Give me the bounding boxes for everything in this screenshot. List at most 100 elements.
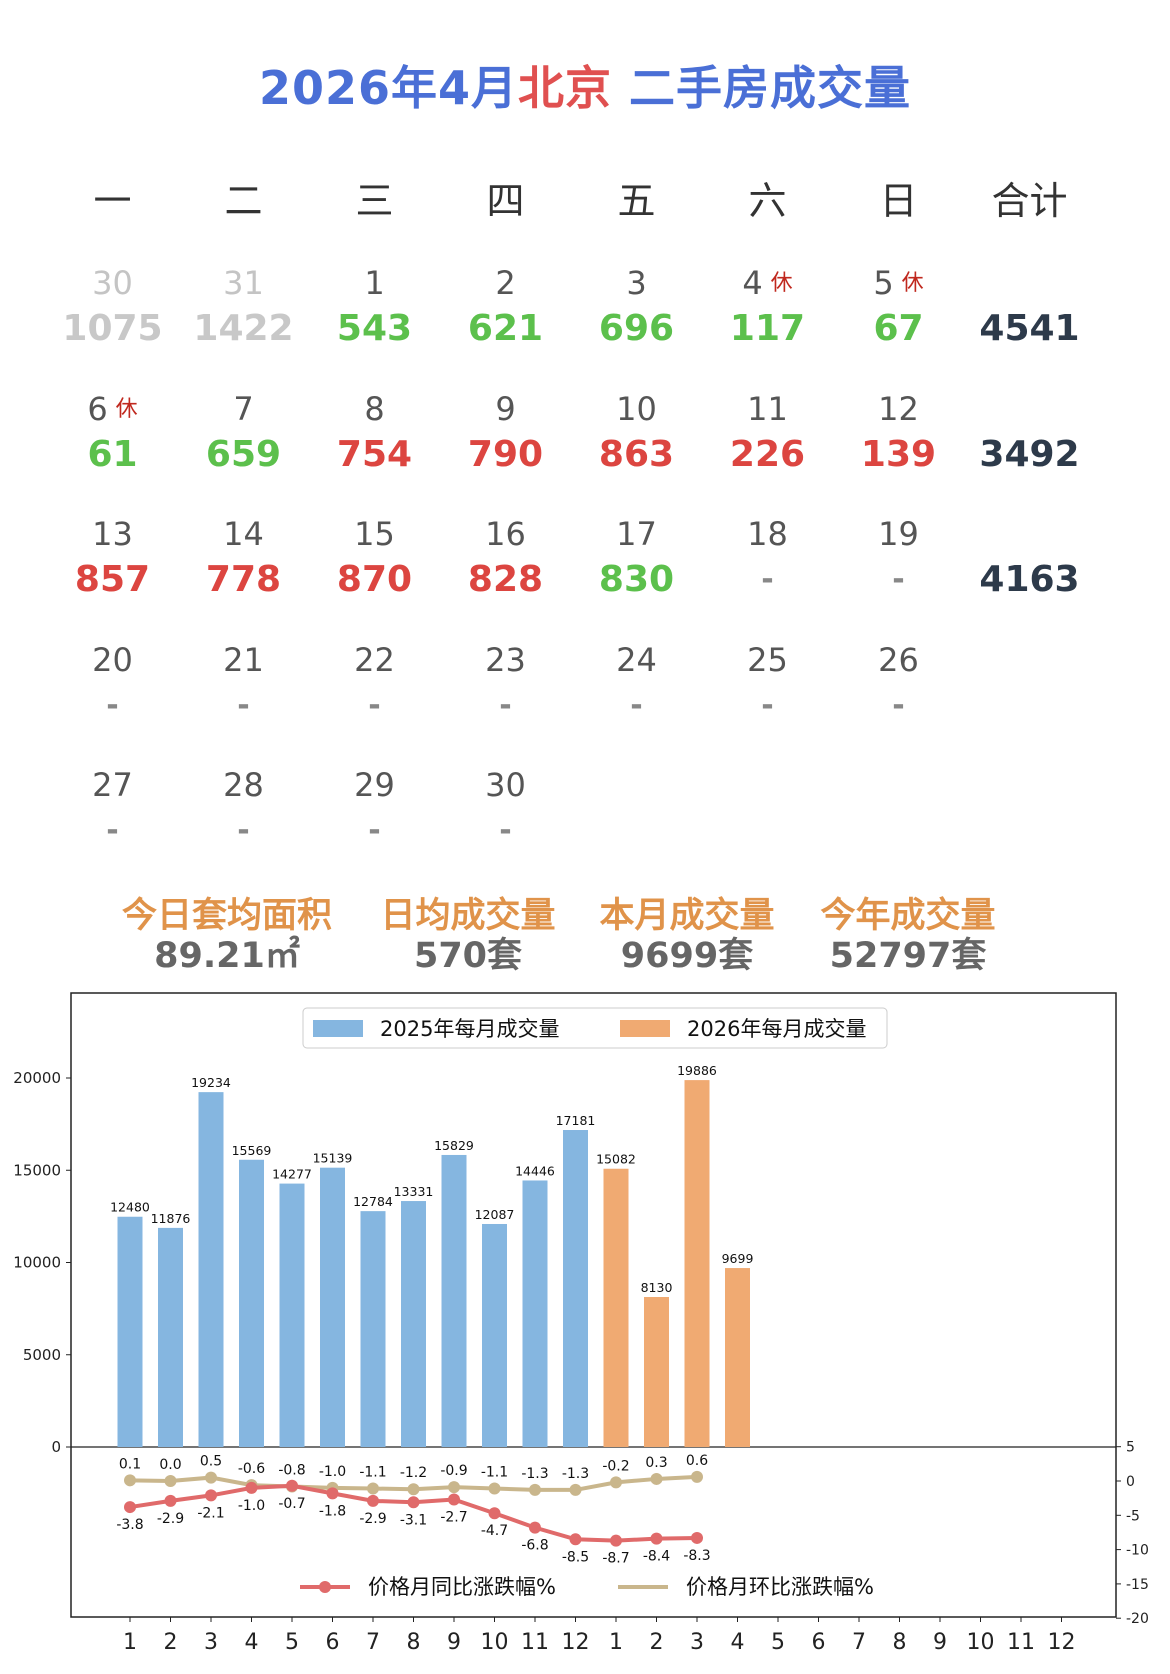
line-value-label: -8.3 — [683, 1548, 710, 1564]
line-point — [448, 1493, 460, 1506]
calendar-day[interactable]: 8 754 — [309, 389, 440, 509]
calendar-day[interactable]: 28 - — [178, 765, 309, 885]
day-volume: - — [892, 562, 905, 597]
calendar-day[interactable]: 15 870 — [309, 514, 440, 634]
calendar-day[interactable]: 5 休 67 — [833, 263, 964, 383]
bar-value-label: 14446 — [515, 1163, 555, 1178]
line-point — [124, 1474, 136, 1487]
day-number-text: 15 — [354, 515, 395, 553]
bar — [522, 1180, 548, 1447]
x-tick-label: 5 — [285, 1630, 299, 1655]
line-value-label: -0.6 — [238, 1461, 265, 1477]
calendar-day[interactable]: 14 778 — [178, 514, 309, 634]
day-number: 8 — [309, 389, 440, 429]
bar-value-label: 19234 — [191, 1075, 231, 1090]
bar — [158, 1227, 183, 1447]
calendar-day[interactable]: 2 621 — [440, 263, 571, 383]
holiday-badge: 休 — [770, 271, 793, 296]
day-number-text: 1 — [364, 264, 385, 302]
bar-value-label: 9699 — [722, 1251, 754, 1266]
day-number-text: 27 — [92, 766, 133, 804]
calendar-day[interactable]: 24 - — [571, 640, 702, 760]
stat-4: 今年成交量 52797套 — [788, 896, 1028, 976]
week-total-value: 3492 — [979, 434, 1080, 475]
y2-tick-label: -10 — [1126, 1543, 1149, 1559]
calendar-day[interactable]: 11 226 — [702, 389, 833, 509]
day-number-text: 24 — [616, 641, 657, 679]
line-point — [448, 1481, 460, 1494]
bar-value-label: 13331 — [394, 1184, 434, 1199]
calendar-day[interactable]: 10 863 — [571, 389, 702, 509]
day-volume: 1422 — [193, 308, 294, 349]
x-tick-label: 6 — [326, 1630, 340, 1655]
line-point — [407, 1496, 420, 1509]
calendar-day[interactable]: 26 - — [833, 640, 964, 760]
line-point — [286, 1479, 298, 1492]
calendar-day[interactable]: 13 857 — [47, 514, 178, 634]
x-tick-label: 3 — [690, 1630, 704, 1655]
calendar-day[interactable]: 21 - — [178, 640, 309, 760]
line-value-label: -0.7 — [278, 1496, 305, 1512]
bar — [684, 1080, 710, 1447]
calendar-day[interactable]: 3 696 — [571, 263, 702, 383]
calendar-day[interactable]: 4 休 117 — [702, 263, 833, 383]
line-point — [650, 1532, 663, 1545]
holiday-badge: 休 — [115, 397, 138, 422]
calendar-day[interactable]: 31 1422 — [178, 263, 309, 383]
day-volume: 870 — [336, 559, 413, 600]
day-volume: - — [368, 688, 381, 723]
line-value-label: -2.1 — [197, 1505, 224, 1521]
title-city: 北京 — [518, 61, 613, 115]
day-volume: - — [499, 688, 512, 723]
calendar-day[interactable]: 22 - — [309, 640, 440, 760]
calendar-day[interactable]: 20 - — [47, 640, 178, 760]
day-number: 17 — [571, 514, 702, 554]
calendar-day[interactable]: 25 - — [702, 640, 833, 760]
calendar-day[interactable]: 29 - — [309, 765, 440, 885]
y-tick-label: 5000 — [23, 1346, 61, 1364]
line-point — [164, 1494, 177, 1507]
line-point — [164, 1475, 177, 1487]
day-number-text: 17 — [616, 515, 657, 553]
bar-value-label: 15569 — [232, 1143, 272, 1158]
line-value-label: -1.3 — [521, 1466, 548, 1482]
day-number-text: 10 — [616, 390, 657, 428]
x-tick-label: 4 — [731, 1630, 745, 1655]
calendar-day[interactable]: 16 828 — [440, 514, 571, 634]
calendar-day[interactable]: 7 659 — [178, 389, 309, 509]
day-volume: 543 — [336, 308, 413, 349]
calendar-day[interactable]: 23 - — [440, 640, 571, 760]
day-number: 23 — [440, 640, 571, 680]
calendar-day[interactable]: 18 - — [702, 514, 833, 634]
week-total-value: 4541 — [979, 308, 1080, 349]
calendar-day[interactable]: 17 830 — [571, 514, 702, 634]
calendar-day[interactable]: 12 139 — [833, 389, 964, 509]
day-number: 27 — [47, 765, 178, 805]
calendar-day[interactable]: 6 休 61 — [47, 389, 178, 509]
bar-value-label: 12087 — [475, 1207, 515, 1222]
day-number-text: 21 — [223, 641, 264, 679]
line-value-label: -2.9 — [157, 1511, 184, 1527]
day-volume: 117 — [729, 308, 806, 349]
line-point — [650, 1472, 663, 1485]
day-number: 9 — [440, 389, 571, 429]
legend-label: 2025年每月成交量 — [380, 1017, 559, 1041]
line-value-label: 0.0 — [159, 1457, 181, 1473]
calendar-day[interactable]: 19 - — [833, 514, 964, 634]
bar — [117, 1216, 143, 1447]
calendar-day[interactable]: 9 790 — [440, 389, 571, 509]
calendar-day[interactable]: 30 1075 — [47, 263, 178, 383]
day-volume: - — [761, 562, 774, 597]
x-tick-label: 2 — [164, 1630, 178, 1655]
calendar-day[interactable]: 1 543 — [309, 263, 440, 383]
day-volume: 828 — [467, 559, 544, 600]
day-volume: - — [630, 688, 643, 723]
calendar-day[interactable]: 27 - — [47, 765, 178, 885]
day-number-text: 29 — [354, 766, 395, 804]
bar-value-label: 8130 — [641, 1280, 673, 1295]
weekday-header: 六 — [748, 179, 787, 223]
stat-label: 今年成交量 — [820, 896, 996, 936]
day-number: 3 — [571, 263, 702, 303]
calendar-day[interactable]: 30 - — [440, 765, 571, 885]
weekday-header: 一 — [93, 179, 132, 223]
